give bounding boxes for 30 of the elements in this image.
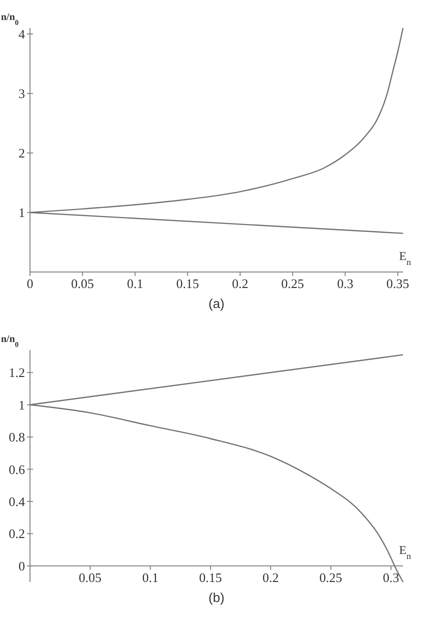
x-tick-label: 0.1: [126, 276, 144, 291]
x-tick-label: 0.3: [337, 276, 354, 291]
y-tick-label: 0: [18, 558, 25, 574]
x-tick-label: 0.15: [199, 570, 222, 585]
x-tick-label: 0.2: [262, 570, 279, 585]
x-tick-label: 0.05: [78, 570, 102, 585]
x-axis-title: E$_{n}$: [399, 542, 412, 561]
x-tick-label: 0.15: [176, 276, 199, 291]
y-tick-label: 0.8: [8, 430, 25, 445]
y-tick-label: 0.4: [8, 494, 26, 509]
y-tick-label: 1: [18, 397, 25, 412]
x-tick-label: 0.35: [386, 276, 410, 291]
y-tick-label: 1: [18, 205, 25, 220]
x-axis-title: E$_{n}$: [399, 249, 412, 267]
y-axis-title: n/n$_{0}$: [1, 12, 19, 26]
y-axis-title: n/n$_{0}$: [1, 334, 19, 348]
x-tick-label: 0.3: [382, 570, 400, 585]
y-tick-label: 4: [18, 26, 26, 42]
x-tick-label: 0.1: [142, 570, 158, 585]
y-tick-label: 2: [18, 146, 25, 161]
text: (b): [208, 590, 224, 605]
y-tick-label: 1.2: [8, 365, 25, 380]
y-tick-label: 3: [18, 86, 25, 102]
y-tick-label: 0.2: [8, 526, 25, 542]
x-tick-label: 0.2: [232, 276, 248, 291]
text: (a): [208, 296, 224, 311]
x-tick-label: 0.25: [319, 570, 342, 585]
x-tick-label: 0.25: [281, 276, 304, 291]
x-tick-label: 0.05: [71, 276, 94, 291]
y-tick-label: 0.6: [8, 462, 26, 477]
